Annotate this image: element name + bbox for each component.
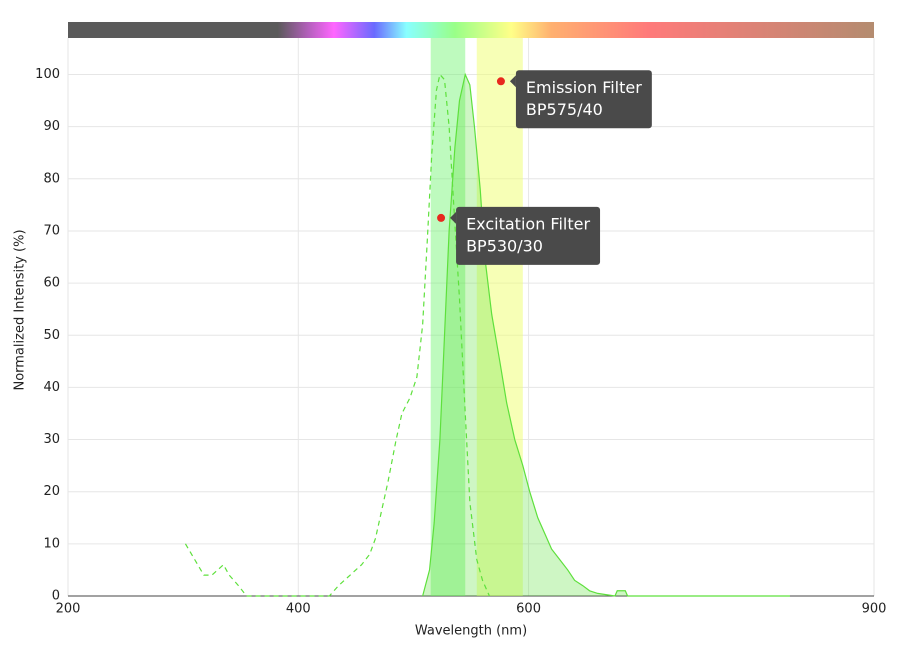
y-tick-label: 10: [43, 536, 60, 551]
annotation-text: Excitation Filter: [466, 214, 590, 233]
x-tick-label: 600: [516, 602, 541, 617]
x-tick-label: 900: [862, 602, 887, 617]
y-tick-label: 40: [43, 380, 60, 395]
annotation: Excitation Filter BP530/30: [450, 206, 601, 265]
spectrum-bar: [68, 22, 874, 38]
annotation-box: [456, 206, 601, 265]
filter-band: [430, 38, 466, 596]
y-tick-label: 0: [52, 589, 60, 604]
annotation: Emission Filter BP575/40: [509, 70, 652, 129]
y-axis-label: Normalized Intensity (%): [13, 229, 28, 390]
line: [422, 72, 790, 597]
y-tick-label: 80: [43, 171, 60, 186]
annotation-text: Emission Filter: [526, 78, 642, 97]
filter-band: [476, 38, 523, 596]
y-tick-label: 50: [43, 328, 60, 343]
annotation-text: BP575/40: [526, 100, 603, 119]
annotation-box: [515, 70, 652, 129]
annotation-pointer: [450, 211, 457, 224]
annotation-point: [496, 77, 505, 86]
area: [422, 74, 790, 597]
annotation-point: [437, 213, 446, 222]
y-tick-label: 60: [43, 276, 60, 291]
y-tick-label: 30: [43, 432, 60, 447]
line: [184, 73, 490, 597]
x-axis-label: Wavelength (nm): [415, 624, 527, 639]
y-tick-label: 20: [43, 484, 60, 499]
plot-area: 0 10 20 30 40 50 60 70 80 90 100 200 400 600 900 Emissi…: [35, 38, 886, 617]
annotation-pointer: [509, 75, 516, 88]
x-tick-label: 200: [56, 602, 81, 617]
y-tick-label: 90: [43, 119, 60, 134]
x-tick-label: 400: [286, 602, 311, 617]
annotation-text: BP530/30: [466, 236, 543, 255]
y-tick-label: 70: [43, 223, 60, 238]
y-tick-label: 100: [35, 67, 60, 82]
